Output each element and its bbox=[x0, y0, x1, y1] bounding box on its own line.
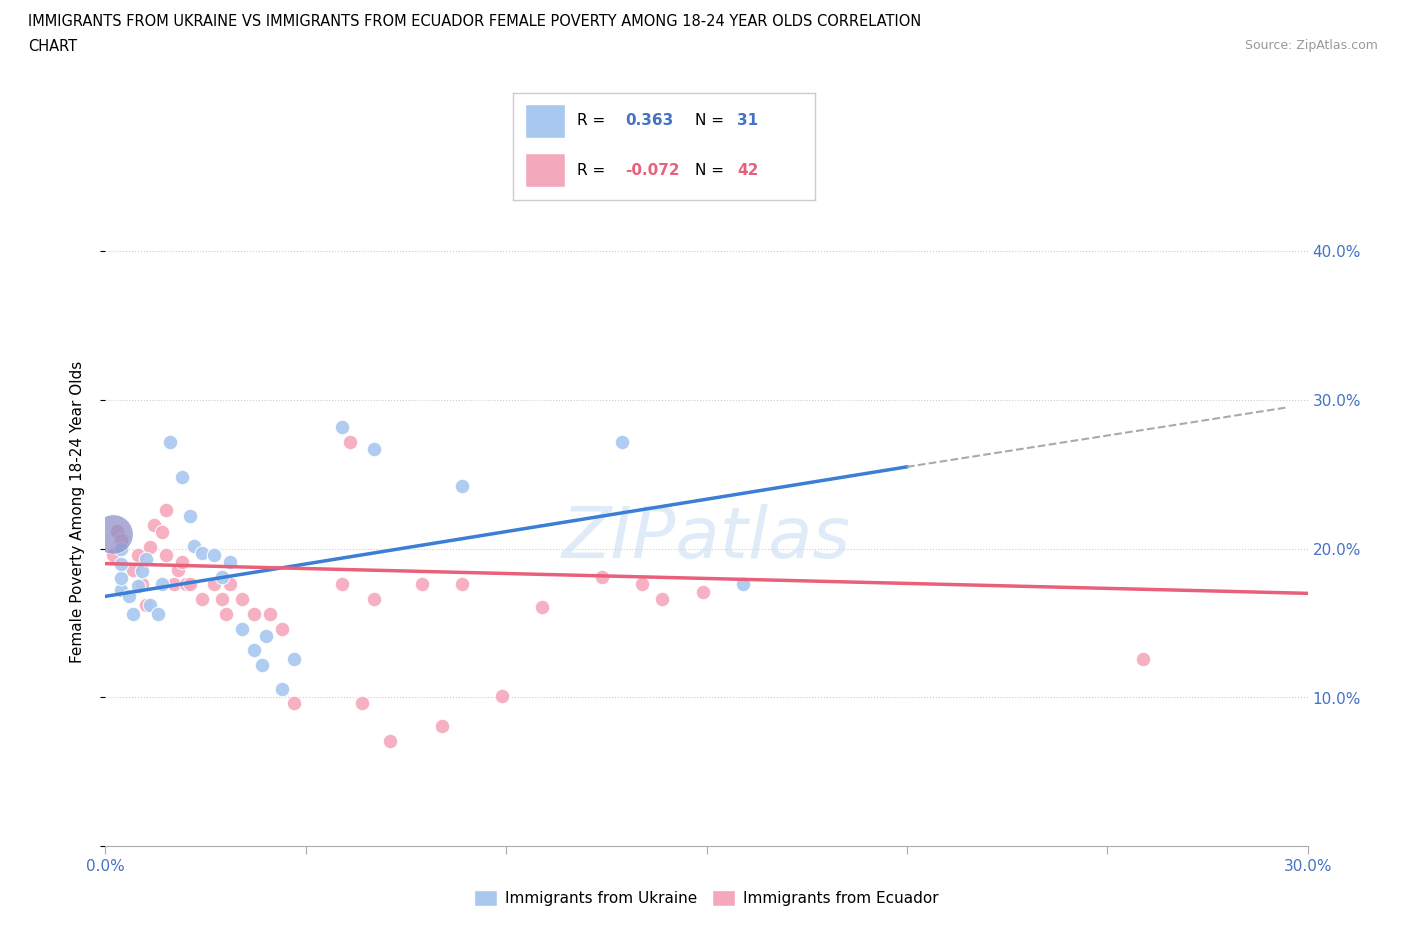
Point bbox=[254, 629, 277, 644]
Point bbox=[150, 577, 173, 591]
Point bbox=[378, 733, 401, 748]
Text: R =: R = bbox=[576, 163, 610, 178]
Point bbox=[350, 696, 373, 711]
Point bbox=[242, 643, 264, 658]
Text: ZIPatlas: ZIPatlas bbox=[562, 504, 851, 573]
Text: N =: N = bbox=[695, 163, 728, 178]
Point bbox=[531, 599, 554, 614]
Point bbox=[491, 688, 513, 703]
Point bbox=[131, 577, 153, 591]
Point bbox=[159, 434, 181, 449]
Text: N =: N = bbox=[695, 113, 728, 128]
Point bbox=[211, 569, 233, 584]
Point bbox=[1132, 651, 1154, 666]
Text: -0.072: -0.072 bbox=[626, 163, 679, 178]
Point bbox=[231, 591, 253, 606]
Point bbox=[651, 591, 673, 606]
Point bbox=[150, 525, 173, 539]
Point bbox=[155, 502, 177, 517]
Point bbox=[135, 551, 157, 566]
Point bbox=[430, 718, 453, 733]
Point bbox=[411, 577, 433, 591]
Point bbox=[250, 658, 273, 672]
Point bbox=[146, 606, 169, 621]
Point bbox=[107, 524, 129, 538]
Point bbox=[135, 598, 157, 613]
Point bbox=[202, 547, 225, 562]
Point bbox=[166, 562, 188, 577]
Point bbox=[242, 606, 264, 621]
Point bbox=[110, 532, 132, 547]
Bar bbox=[526, 153, 565, 187]
Point bbox=[174, 577, 197, 591]
Point bbox=[451, 577, 474, 591]
Point bbox=[179, 509, 201, 524]
Point bbox=[127, 578, 149, 593]
Point bbox=[612, 434, 634, 449]
Text: CHART: CHART bbox=[28, 39, 77, 54]
Point bbox=[692, 584, 714, 599]
Point bbox=[170, 470, 193, 485]
Point bbox=[142, 517, 165, 532]
Point bbox=[183, 538, 205, 553]
Point bbox=[363, 442, 385, 457]
Point bbox=[631, 577, 654, 591]
Point bbox=[214, 606, 236, 621]
Point bbox=[110, 556, 132, 571]
Point bbox=[131, 564, 153, 578]
Point bbox=[127, 547, 149, 562]
Point bbox=[231, 621, 253, 636]
Point bbox=[211, 591, 233, 606]
Point bbox=[451, 479, 474, 494]
Y-axis label: Female Poverty Among 18-24 Year Olds: Female Poverty Among 18-24 Year Olds bbox=[70, 361, 84, 663]
Point bbox=[110, 571, 132, 586]
Point bbox=[179, 577, 201, 591]
Point bbox=[591, 569, 613, 584]
Point bbox=[339, 434, 361, 449]
Point bbox=[190, 591, 212, 606]
Point bbox=[218, 554, 240, 569]
Point bbox=[330, 577, 353, 591]
Point bbox=[122, 562, 145, 577]
Point bbox=[330, 419, 353, 434]
Point bbox=[202, 577, 225, 591]
Point bbox=[138, 539, 160, 554]
Point bbox=[363, 591, 385, 606]
Point bbox=[110, 583, 132, 598]
Point bbox=[190, 546, 212, 561]
Point bbox=[218, 577, 240, 591]
Text: R =: R = bbox=[576, 113, 610, 128]
Text: 0.363: 0.363 bbox=[626, 113, 673, 128]
Bar bbox=[526, 104, 565, 138]
Point bbox=[103, 547, 125, 562]
Point bbox=[731, 577, 754, 591]
Point bbox=[270, 621, 292, 636]
Point bbox=[283, 651, 305, 666]
Point bbox=[170, 554, 193, 569]
Point bbox=[283, 696, 305, 711]
Text: Source: ZipAtlas.com: Source: ZipAtlas.com bbox=[1244, 39, 1378, 52]
Text: 31: 31 bbox=[737, 113, 758, 128]
Legend: Immigrants from Ukraine, Immigrants from Ecuador: Immigrants from Ukraine, Immigrants from… bbox=[468, 884, 945, 912]
Point bbox=[118, 589, 141, 604]
Point bbox=[103, 526, 125, 541]
Point bbox=[110, 541, 132, 556]
Point bbox=[138, 598, 160, 613]
Point bbox=[122, 606, 145, 621]
Point bbox=[155, 547, 177, 562]
Text: IMMIGRANTS FROM UKRAINE VS IMMIGRANTS FROM ECUADOR FEMALE POVERTY AMONG 18-24 YE: IMMIGRANTS FROM UKRAINE VS IMMIGRANTS FR… bbox=[28, 14, 921, 29]
Point bbox=[162, 577, 184, 591]
Point bbox=[270, 681, 292, 696]
Text: 42: 42 bbox=[737, 163, 758, 178]
Point bbox=[259, 606, 281, 621]
